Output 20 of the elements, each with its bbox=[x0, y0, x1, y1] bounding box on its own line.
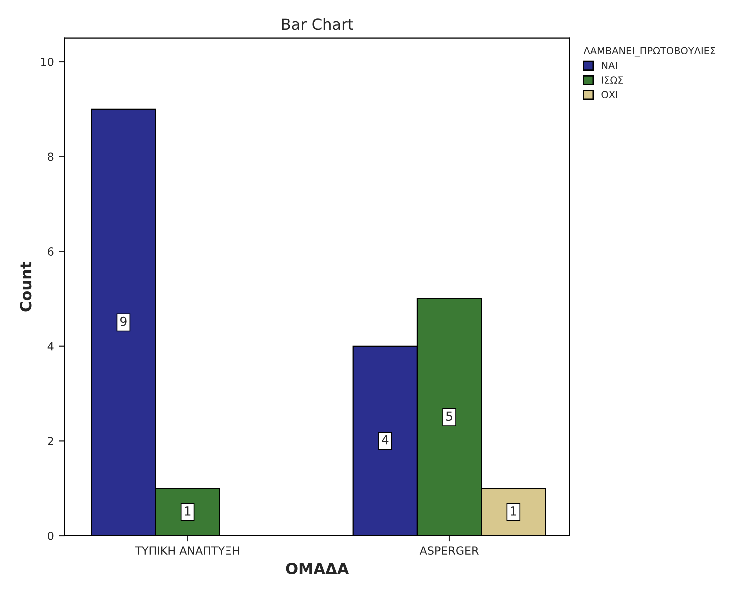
y-tick-label: 6 bbox=[48, 248, 54, 256]
y-axis-title: Count bbox=[20, 262, 32, 312]
x-tick-label: ΤΥΠΙΚΗ ΑΝΑΠΤΥΞΗ bbox=[135, 546, 240, 555]
x-tick-label: ASPERGER bbox=[420, 546, 479, 556]
data-label: 4 bbox=[382, 436, 389, 445]
y-tick-label: 10 bbox=[41, 58, 54, 66]
legend-title: ΛΑΜΒΑΝΕΙ_ΠΡΩΤΟΒΟΥΛΙΕΣ bbox=[584, 47, 716, 57]
x-axis-title: ΟΜΑΔΑ bbox=[286, 562, 350, 575]
data-label: 1 bbox=[511, 506, 516, 516]
data-label: 9 bbox=[120, 316, 127, 326]
y-tick-label: 8 bbox=[48, 152, 54, 162]
y-tick-label: 4 bbox=[48, 342, 54, 351]
data-label: 5 bbox=[446, 412, 452, 422]
chart-title: Bar Chart bbox=[282, 18, 354, 30]
data-label: 1 bbox=[185, 506, 191, 516]
legend-label: ΟΧΙ bbox=[602, 91, 618, 99]
y-tick-label: 2 bbox=[48, 437, 54, 446]
y-tick-label: 0 bbox=[48, 532, 54, 540]
legend-label: ΙΣΩΣ bbox=[602, 76, 624, 84]
legend-label: ΝΑΙ bbox=[602, 62, 618, 70]
